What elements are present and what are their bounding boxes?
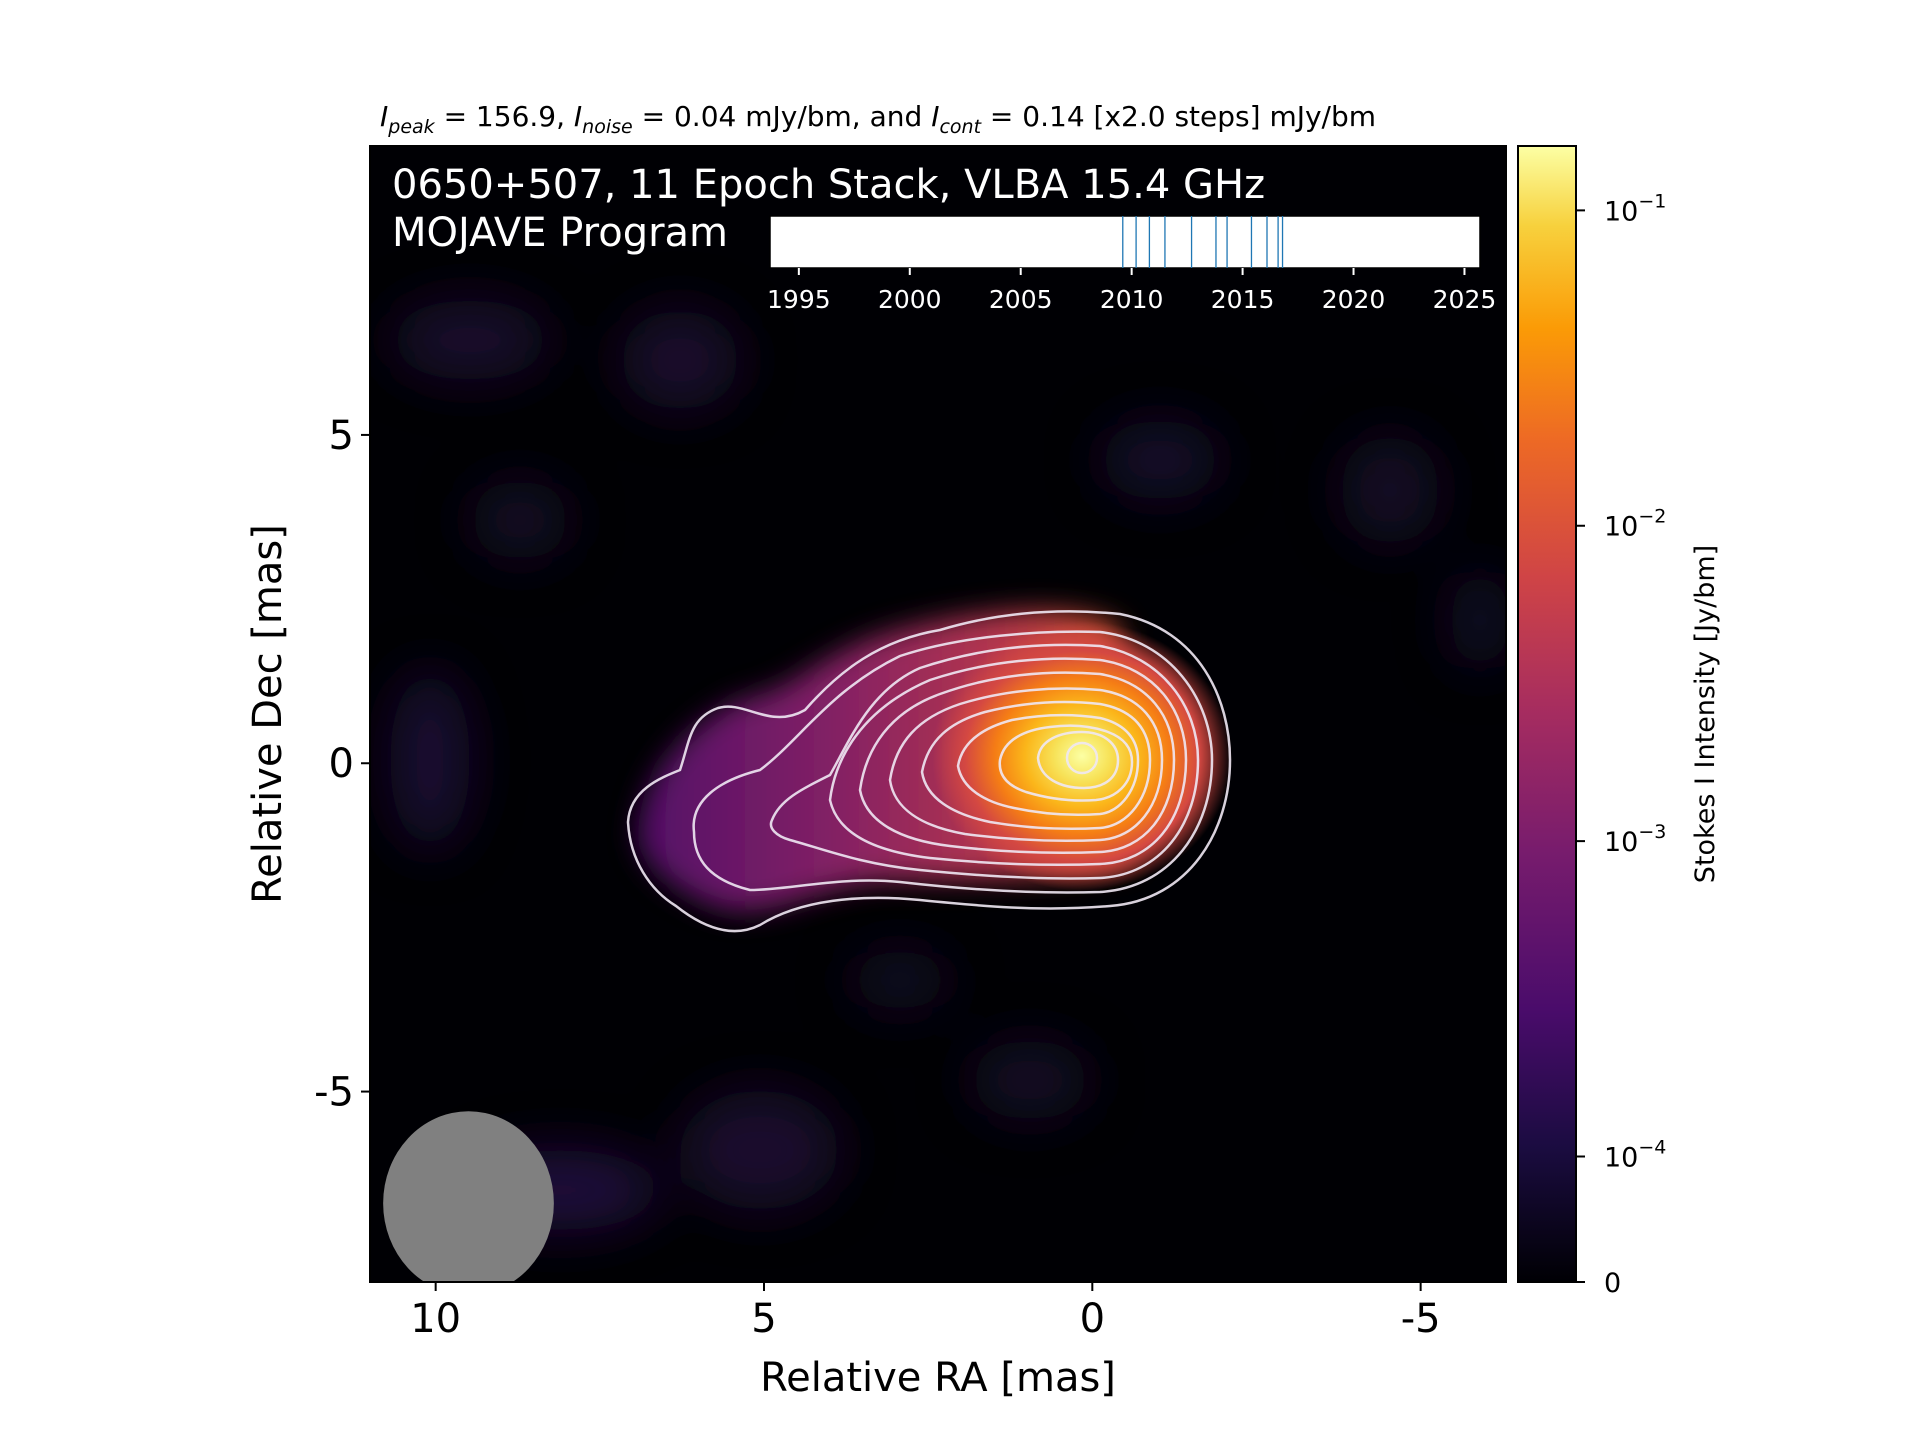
y-axis-label: Relative Dec [mas] [245, 524, 291, 904]
colorbar-tick-label: 10−3 [1604, 821, 1666, 858]
noise-value: = 0.04 mJy/bm, and [633, 100, 931, 133]
program-title: MOJAVE Program [392, 210, 728, 256]
timeline-tick-label: 2005 [989, 285, 1053, 314]
cont-symbol: I [931, 100, 939, 133]
y-tick-label: 0 [329, 741, 354, 787]
noise-subscript: noise [582, 116, 633, 138]
cont-value: = 0.14 [x2.0 steps] mJy/bm [981, 100, 1376, 133]
timeline-tick-label: 2020 [1322, 285, 1386, 314]
epoch-timeline: 1995 2000 2005 2010 2015 2020 2025 [767, 215, 1496, 314]
contour-set [626, 610, 1232, 933]
colorbar-tick-label: 10−4 [1604, 1136, 1666, 1173]
x-tick-label: 5 [751, 1296, 776, 1342]
y-axis: 5 0 -5 [314, 413, 370, 1116]
colorbar-ticks: 0 10−4 10−3 10−2 10−1 [1576, 190, 1666, 1299]
peak-symbol: I [380, 100, 388, 133]
contour-level-9 [998, 724, 1134, 802]
x-tick-label: -5 [1401, 1296, 1441, 1342]
contour-level-7 [920, 700, 1152, 830]
x-axis-label: Relative RA [mas] [760, 1355, 1116, 1401]
colorbar-label: Stokes I Intensity [Jy/bm] [1690, 545, 1721, 883]
timeline-tick-label: 2015 [1211, 285, 1275, 314]
y-tick-label: 5 [329, 413, 354, 459]
timeline-tick-label: 2010 [1100, 285, 1164, 314]
image-panel [370, 146, 1506, 1282]
noise-symbol: I [574, 100, 582, 133]
epoch-markers [1122, 216, 1284, 268]
contour-level-4 [828, 657, 1188, 866]
beam-ellipse [383, 1111, 554, 1282]
contour-level-1 [626, 610, 1232, 933]
contour-level-8 [956, 713, 1140, 816]
x-tick-label: 10 [410, 1296, 461, 1342]
colorbar: 0 10−4 10−3 10−2 10−1 Stokes I Intensity [Jy… [1517, 145, 1721, 1299]
colorbar-gradient [1518, 146, 1576, 1282]
contour-level-11 [1065, 741, 1099, 775]
colorbar-tick-label: 10−1 [1604, 190, 1666, 227]
cont-subscript: cont [939, 116, 982, 138]
timeline-ticks: 1995 2000 2005 2010 2015 2020 2025 [767, 268, 1496, 314]
contour-level-10 [1036, 730, 1120, 790]
peak-noise-contour-header: Ipeak = 156.9, Inoise = 0.04 mJy/bm, and… [380, 100, 1376, 138]
contour-level-5 [858, 671, 1176, 854]
timeline-box [769, 215, 1481, 269]
timeline-tick-label: 2000 [878, 285, 942, 314]
contour-level-3 [769, 643, 1200, 880]
x-axis: 10 5 0 -5 [410, 1282, 1441, 1342]
panel-frame [369, 145, 1507, 1283]
source-title: 0650+507, 11 Epoch Stack, VLBA 15.4 GHz [392, 162, 1265, 208]
peak-subscript: peak [387, 116, 435, 138]
colorbar-tick-label: 0 [1604, 1268, 1621, 1299]
timeline-tick-label: 1995 [767, 285, 831, 314]
colorbar-tick-label: 10−2 [1604, 506, 1666, 543]
x-tick-label: 0 [1080, 1296, 1105, 1342]
contour-level-6 [888, 687, 1164, 842]
contour-level-2 [692, 630, 1214, 894]
y-tick-label: -5 [314, 1070, 354, 1116]
timeline-tick-label: 2025 [1433, 285, 1497, 314]
peak-value: = 156.9, [435, 100, 574, 133]
colorbar-frame [1517, 145, 1577, 1283]
